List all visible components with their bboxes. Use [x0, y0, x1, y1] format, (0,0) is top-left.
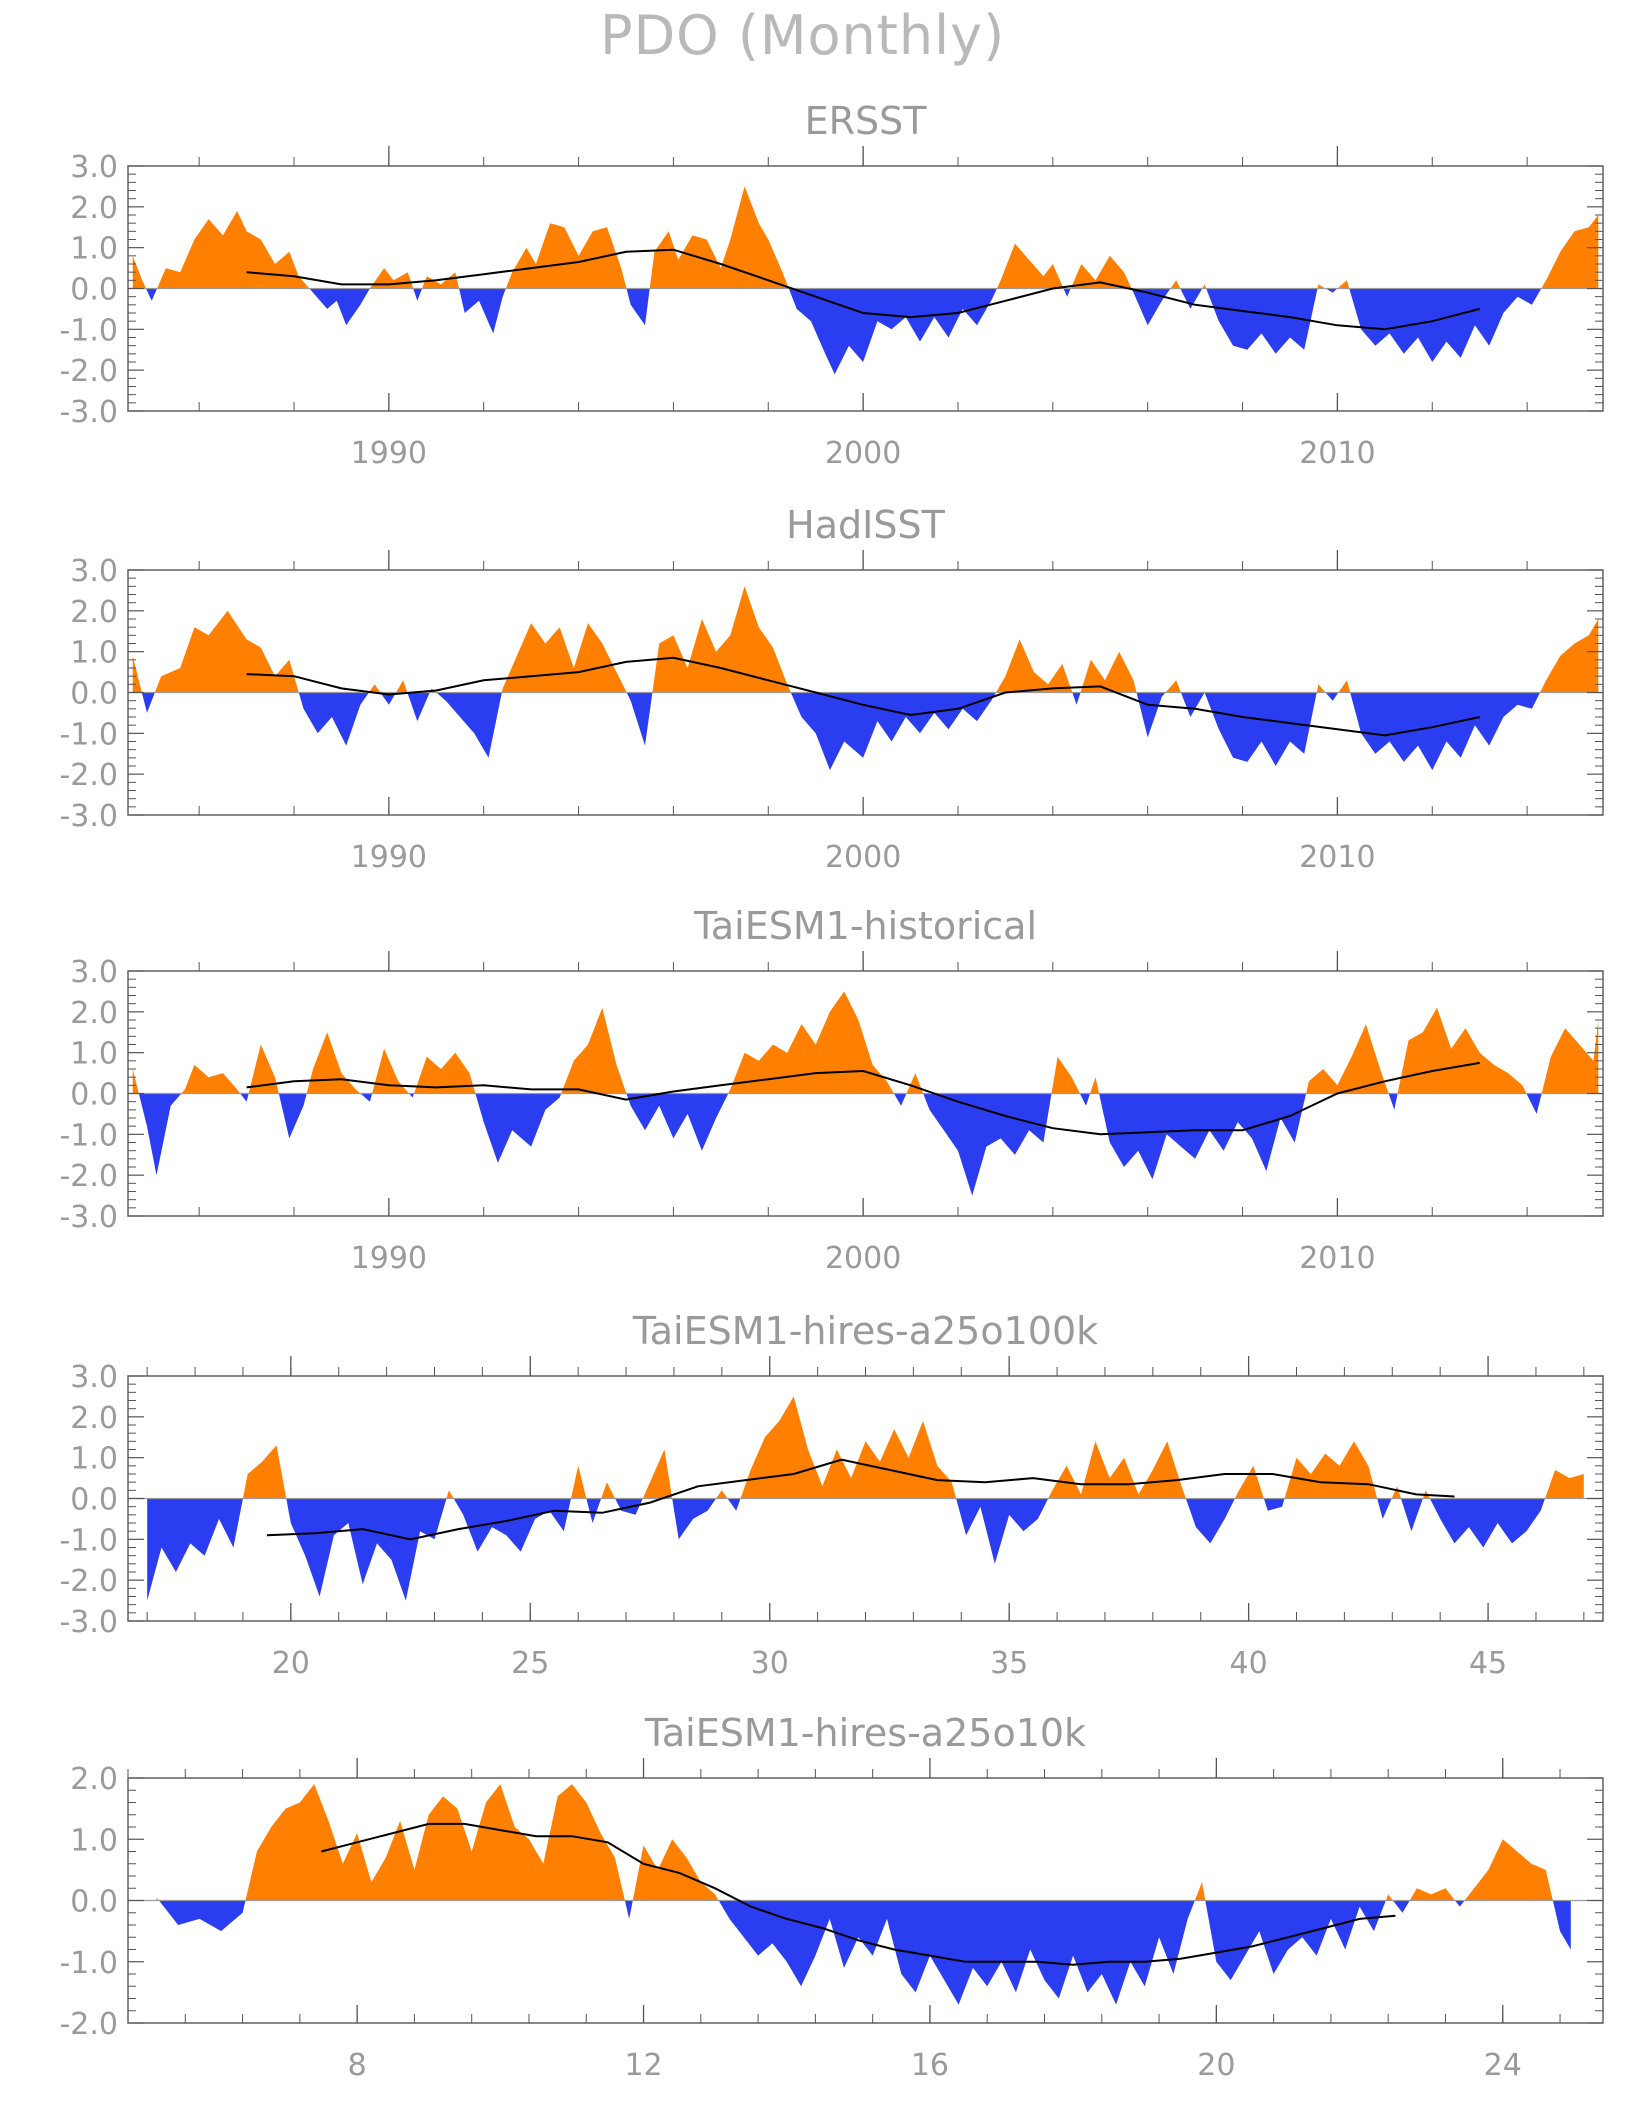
panel-title: HadISST — [786, 503, 945, 547]
x-tick-label: 20 — [1197, 2048, 1235, 2083]
positive-area — [132, 586, 1599, 693]
y-tick-label: 3.0 — [70, 1360, 118, 1395]
chart-panel: HadISST 3.0 2.0 1.0 0.0 -1.0 -2.0 -3.0 1990 2000 2… — [59, 503, 1604, 875]
y-tick-label: -3.0 — [59, 799, 118, 834]
x-tick-label: 1990 — [351, 1241, 427, 1276]
chart-panel: ERSST 3.0 2.0 1.0 0.0 -1.0 -2.0 -3.0 1990 2000 201… — [59, 99, 1604, 471]
chart-panel: TaiESM1-hires-a25o100k 3.0 2.0 1.0 0.0 -1.0 -2… — [59, 1309, 1604, 1681]
panel-title: TaiESM1-hires-a25o10k — [644, 1711, 1086, 1755]
x-tick-label: 24 — [1484, 2048, 1522, 2083]
x-tick-label: 2000 — [825, 436, 901, 471]
y-tick-label: 1.0 — [70, 1442, 118, 1477]
y-tick-label: 2.0 — [70, 1762, 118, 1797]
y-tick-label: 0.0 — [70, 1483, 118, 1518]
x-tick-label: 40 — [1230, 1646, 1268, 1681]
y-tick-label: -2.0 — [59, 2007, 118, 2042]
smoothed-line — [246, 656, 1480, 737]
positive-area — [156, 1784, 1571, 1901]
positive-area — [132, 186, 1599, 289]
smoothed-line — [321, 1822, 1396, 1966]
y-tick-label: 2.0 — [70, 1401, 118, 1436]
panel-title: ERSST — [805, 99, 928, 143]
x-tick-label: 2010 — [1299, 840, 1375, 875]
y-tick-label: 3.0 — [70, 150, 118, 185]
y-tick-label: 2.0 — [70, 595, 118, 630]
y-tick-label: -2.0 — [59, 1159, 118, 1194]
chart-panel: TaiESM1-hires-a25o10k 2.0 1.0 0.0 -1.0 -2.0 8 1… — [59, 1711, 1604, 2083]
x-tick-label: 2000 — [825, 840, 901, 875]
y-tick-label: 0.0 — [70, 1885, 118, 1920]
y-tick-label: 0.0 — [70, 1078, 118, 1113]
y-tick-label: 2.0 — [70, 191, 118, 226]
y-tick-label: 0.0 — [70, 273, 118, 308]
smoothed-line — [246, 248, 1480, 331]
x-tick-label: 8 — [348, 2048, 367, 2083]
y-tick-label: 0.0 — [70, 677, 118, 712]
x-tick-label: 2010 — [1299, 1241, 1375, 1276]
x-tick-label: 20 — [272, 1646, 310, 1681]
positive-area — [147, 1396, 1584, 1499]
panel-title: TaiESM1-hires-a25o100k — [632, 1309, 1098, 1353]
page-title: PDO (Monthly) — [600, 4, 1006, 67]
x-tick-label: 1990 — [351, 840, 427, 875]
y-tick-label: -1.0 — [59, 717, 118, 752]
y-tick-label: 1.0 — [70, 1037, 118, 1072]
y-tick-label: -1.0 — [59, 313, 118, 348]
panel-title: TaiESM1-historical — [693, 904, 1037, 948]
y-tick-label: -3.0 — [59, 1605, 118, 1640]
y-tick-label: 1.0 — [70, 636, 118, 671]
y-tick-label: 2.0 — [70, 996, 118, 1031]
negative-area — [132, 288, 1599, 375]
y-tick-label: -1.0 — [59, 1523, 118, 1558]
y-tick-label: -1.0 — [59, 1118, 118, 1153]
positive-area — [132, 991, 1599, 1094]
x-tick-label: 12 — [624, 2048, 662, 2083]
y-tick-label: 1.0 — [70, 232, 118, 267]
y-tick-label: 3.0 — [70, 955, 118, 990]
negative-area — [147, 1498, 1584, 1601]
x-tick-label: 35 — [990, 1646, 1028, 1681]
y-tick-label: -3.0 — [59, 1200, 118, 1235]
negative-area — [132, 1093, 1599, 1196]
x-tick-label: 2010 — [1299, 436, 1375, 471]
y-tick-label: 1.0 — [70, 1823, 118, 1858]
x-tick-label: 2000 — [825, 1241, 901, 1276]
x-tick-label: 1990 — [351, 436, 427, 471]
x-tick-label: 16 — [911, 2048, 949, 2083]
y-tick-label: -3.0 — [59, 395, 118, 430]
x-tick-label: 45 — [1469, 1646, 1507, 1681]
negative-area — [156, 1900, 1571, 2005]
negative-area — [132, 692, 1599, 771]
y-tick-label: -1.0 — [59, 1946, 118, 1981]
smoothed-line — [266, 1458, 1455, 1541]
smoothed-line — [246, 1061, 1480, 1136]
y-tick-label: -2.0 — [59, 1564, 118, 1599]
x-tick-label: 30 — [751, 1646, 789, 1681]
x-tick-label: 25 — [511, 1646, 549, 1681]
y-tick-label: -2.0 — [59, 758, 118, 793]
chart-panel: TaiESM1-historical 3.0 2.0 1.0 0.0 -1.0 -2.0 -3… — [59, 904, 1604, 1276]
y-tick-label: -2.0 — [59, 354, 118, 389]
y-tick-label: 3.0 — [70, 554, 118, 589]
